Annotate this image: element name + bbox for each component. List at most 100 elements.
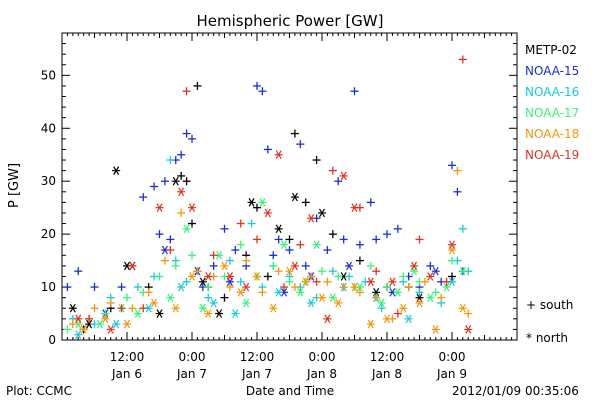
x-tick-date: Jan 6 bbox=[111, 367, 142, 381]
star-stroke bbox=[443, 282, 450, 292]
north-point bbox=[150, 298, 159, 308]
star-stroke bbox=[123, 261, 131, 271]
star-stroke bbox=[378, 298, 385, 308]
star-stroke bbox=[156, 309, 163, 318]
south-point bbox=[150, 182, 159, 191]
south-point bbox=[350, 87, 359, 96]
star-stroke bbox=[427, 293, 434, 302]
legend-entry: NOAA-16 bbox=[525, 85, 580, 99]
south-point bbox=[442, 277, 451, 286]
south-point bbox=[171, 261, 180, 270]
north-point bbox=[128, 261, 137, 271]
south-point bbox=[253, 81, 261, 90]
south-point bbox=[209, 261, 218, 270]
star-stroke bbox=[259, 198, 266, 207]
south-point bbox=[193, 81, 202, 90]
star-stroke bbox=[113, 166, 120, 175]
north-point bbox=[101, 314, 110, 324]
north-point bbox=[171, 303, 180, 313]
north-point bbox=[198, 277, 207, 287]
south-point bbox=[117, 304, 126, 313]
star-stroke bbox=[178, 187, 185, 197]
south-point bbox=[155, 230, 164, 239]
star-stroke bbox=[416, 298, 423, 308]
south-point bbox=[334, 177, 343, 186]
legend-entry: NOAA-15 bbox=[525, 64, 580, 78]
north-point bbox=[399, 303, 408, 313]
star-stroke bbox=[291, 261, 298, 271]
south-point bbox=[63, 283, 72, 292]
legend-entry: NOAA-19 bbox=[525, 148, 580, 162]
south-point bbox=[263, 272, 272, 281]
north-point bbox=[404, 314, 413, 324]
star-stroke bbox=[129, 261, 136, 271]
north-point bbox=[155, 203, 164, 212]
north-point bbox=[312, 240, 321, 250]
star-stroke bbox=[459, 303, 466, 313]
south-point bbox=[236, 277, 245, 286]
y-tick-label: 20 bbox=[41, 227, 56, 241]
south-point bbox=[366, 198, 375, 207]
south-point bbox=[220, 293, 229, 302]
star-stroke bbox=[237, 288, 244, 297]
south-point bbox=[431, 288, 440, 297]
star-stroke bbox=[324, 314, 331, 324]
star-stroke bbox=[75, 314, 82, 324]
south-label: south bbox=[539, 298, 574, 312]
y-axis: 0 10 20 30 40 50 bbox=[41, 32, 517, 347]
north-point bbox=[74, 314, 83, 324]
north-point bbox=[269, 303, 278, 313]
star-stroke bbox=[448, 277, 456, 287]
south-point bbox=[301, 261, 310, 270]
star-stroke bbox=[389, 277, 396, 287]
star-stroke bbox=[367, 277, 374, 287]
south-point bbox=[258, 87, 267, 96]
south-point bbox=[269, 251, 278, 260]
star-stroke bbox=[405, 314, 412, 324]
plot-source: Plot: CCMC bbox=[6, 384, 72, 398]
star-stroke bbox=[216, 250, 223, 260]
south-point bbox=[117, 283, 126, 292]
x-tick-time: 12:00 bbox=[240, 350, 275, 364]
south-point bbox=[318, 267, 326, 276]
star-stroke bbox=[243, 298, 250, 308]
star-stroke bbox=[205, 272, 212, 281]
north-point bbox=[274, 224, 283, 234]
y-tick-label: 50 bbox=[41, 68, 56, 82]
south-point bbox=[393, 309, 402, 318]
star-stroke bbox=[389, 288, 396, 297]
star-stroke bbox=[75, 330, 82, 340]
x-tick-time: 12:00 bbox=[370, 350, 405, 364]
south-point bbox=[182, 129, 191, 138]
south-point bbox=[128, 304, 137, 313]
star-stroke bbox=[329, 293, 336, 302]
south-point bbox=[301, 198, 310, 207]
north-point bbox=[247, 198, 256, 207]
south-point bbox=[437, 293, 446, 302]
marker-key-north: * north bbox=[526, 331, 568, 345]
north-point bbox=[366, 277, 375, 287]
star-stroke bbox=[86, 319, 93, 329]
star-stroke bbox=[183, 224, 190, 234]
south-point bbox=[372, 293, 381, 302]
north-point bbox=[339, 171, 348, 181]
south-point bbox=[220, 224, 229, 233]
y-tick-label: 10 bbox=[41, 280, 56, 294]
star-stroke bbox=[151, 298, 158, 308]
star-stroke bbox=[221, 261, 228, 271]
star-stroke bbox=[367, 319, 374, 329]
y-axis-label: P [GW] bbox=[7, 162, 23, 209]
north-point bbox=[377, 298, 386, 308]
north-point bbox=[345, 261, 354, 271]
star-stroke bbox=[432, 325, 439, 334]
south-point bbox=[74, 267, 83, 276]
south-point bbox=[355, 240, 364, 249]
south-point bbox=[334, 272, 343, 281]
south-point bbox=[274, 267, 283, 276]
north-point bbox=[204, 309, 213, 318]
north-point bbox=[290, 261, 299, 271]
north-point bbox=[448, 245, 456, 255]
north-point bbox=[301, 277, 310, 287]
north-point bbox=[177, 282, 186, 292]
south-point bbox=[355, 288, 364, 297]
